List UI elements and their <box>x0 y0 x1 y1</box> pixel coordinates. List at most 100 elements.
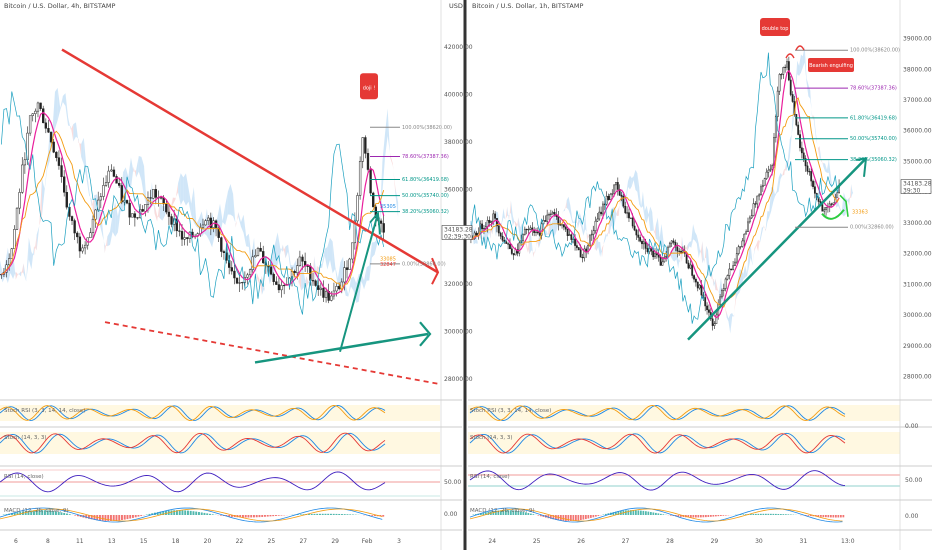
ichimoku-cloud-segment <box>183 173 186 206</box>
price-tick-label: 40000.00 <box>444 92 473 99</box>
ichimoku-cloud-segment <box>18 271 21 277</box>
ichimoku-cloud-segment <box>75 122 79 143</box>
candle-body <box>269 266 273 275</box>
candle-body <box>724 278 727 289</box>
candle-body <box>372 192 375 208</box>
candle-body <box>118 182 121 186</box>
macd-histogram-bar <box>752 513 755 515</box>
candle-body <box>186 237 189 239</box>
ichimoku-cloud-segment <box>838 201 840 210</box>
price-tick-label: 38000.00 <box>444 139 473 146</box>
ichimoku-cloud-segment <box>293 260 296 275</box>
ichimoku-cloud-segment <box>758 238 761 252</box>
fib-level-label: 50.00%(35740.00) <box>850 136 897 142</box>
macd-histogram-bar <box>695 515 697 518</box>
macd-histogram-bar <box>308 514 310 515</box>
candle-body <box>609 194 612 200</box>
candle-body <box>637 234 640 238</box>
right-rsi-label: RSI (14, close) <box>470 474 510 480</box>
right-price-chart[interactable]: 100.00%(38620.00) 78.60%(37387.36) 61.80%(… <box>470 18 900 341</box>
time-tick-label: 30 <box>755 538 763 545</box>
ichimoku-cloud-segment <box>533 250 536 258</box>
left-time-axis[interactable]: 6 8 11 13 15 18 20 22 25 27 29 Feb 3 <box>14 538 401 545</box>
candle-body <box>180 231 184 240</box>
macd-histogram-bar <box>565 515 567 521</box>
time-tick-label: 8 <box>46 538 50 545</box>
left-price-axis[interactable]: 42000.0040000.0038000.0036000.0034000.00… <box>440 0 473 550</box>
macd-histogram-bar <box>492 511 495 515</box>
ichimoku-cloud-segment <box>650 206 653 232</box>
candle-body <box>510 248 513 254</box>
ichimoku-cloud-segment <box>810 90 813 119</box>
ichimoku-cloud-segment <box>81 137 84 165</box>
candle-body <box>28 115 32 134</box>
ichimoku-cloud-segment <box>115 201 118 237</box>
ichimoku-cloud-segment <box>639 187 642 208</box>
ichimoku-cloud-segment <box>732 312 735 318</box>
ichimoku-cloud-segment <box>246 233 249 247</box>
time-tick-label: 13 <box>108 538 116 545</box>
ichimoku-cloud-segment <box>335 266 338 288</box>
time-tick-label: 3 <box>397 538 401 545</box>
time-tick-label: 27 <box>299 538 307 545</box>
macd-histogram-bar <box>57 511 60 515</box>
ichimoku-cloud-segment <box>41 178 45 217</box>
ichimoku-cloud-segment <box>685 244 688 252</box>
ichimoku-cloud-segment <box>55 87 58 130</box>
macd-histogram-bar <box>660 513 662 515</box>
candle-body <box>661 261 664 266</box>
macd-histogram-bar <box>830 515 832 518</box>
price-tick-label: 28000.00 <box>903 373 932 380</box>
candle-body <box>657 254 660 258</box>
left-annotation-33085: 33085 <box>380 257 396 263</box>
macd-histogram-bar <box>52 511 55 515</box>
macd-histogram-bar <box>715 515 717 517</box>
macd-histogram-bar <box>710 515 712 517</box>
left-rsi-level: 50.00 <box>444 479 461 486</box>
macd-histogram-bar <box>255 515 258 518</box>
price-tick-label: 36000.00 <box>444 186 473 193</box>
ichimoku-cloud-segment <box>275 232 278 271</box>
macd-histogram-bar <box>595 515 597 517</box>
macd-histogram-bar <box>522 511 525 515</box>
candle-body <box>102 185 105 197</box>
price-tick-label: 37000.00 <box>903 97 932 104</box>
fib-level-label: 100.00%(38620.00) <box>850 48 900 54</box>
candle-body <box>207 217 210 221</box>
time-tick-label: 13:0 <box>841 538 855 545</box>
ichimoku-cloud-segment <box>750 245 753 266</box>
macd-histogram-bar <box>607 513 610 515</box>
bearish-engulfing-callout <box>808 58 854 72</box>
ichimoku-cloud-segment <box>849 184 852 206</box>
countdown-label: 02:39:30 <box>444 233 471 240</box>
ichimoku-cloud-segment <box>387 108 391 158</box>
macd-histogram-bar <box>662 514 665 515</box>
macd-histogram-bar <box>44 510 46 515</box>
right-macd-level: 0.00 <box>905 513 919 520</box>
candle-body <box>540 223 543 236</box>
candle-body <box>345 267 349 270</box>
right-price-axis[interactable]: 39000.00 38000.00 37000.00 36000.00 35000.00… <box>899 0 932 550</box>
left-price-chart[interactable]: 100.00%(38620.00) 78.60%(37387.36) 61.80%(… <box>0 48 452 385</box>
candle-body <box>490 221 493 223</box>
time-tick-label: 31 <box>800 538 808 545</box>
support-dashed-line <box>104 321 439 385</box>
macd-histogram-bar <box>692 515 695 518</box>
candle-body <box>583 248 586 259</box>
candle-body <box>804 158 807 167</box>
ichimoku-cloud-segment <box>322 248 325 268</box>
macd-histogram-bar <box>332 513 335 515</box>
fib-level-label: 0.00%(32860.00) <box>850 225 894 231</box>
price-tick-label: 32000.00 <box>444 281 473 288</box>
macd-histogram-bar <box>572 515 575 521</box>
macd-histogram-bar <box>690 515 692 518</box>
candle-body <box>691 264 694 276</box>
macd-histogram-bar <box>555 515 557 520</box>
macd-histogram-bar <box>200 512 203 515</box>
ichimoku-cloud-segment <box>626 180 629 202</box>
ichimoku-cloud-segment <box>175 183 179 200</box>
candle-body <box>144 204 147 212</box>
ichimoku-cloud-segment <box>594 234 597 252</box>
time-tick-label: 20 <box>204 538 212 545</box>
right-time-axis[interactable]: 24 25 26 27 28 29 30 31 13:0 <box>488 538 854 545</box>
